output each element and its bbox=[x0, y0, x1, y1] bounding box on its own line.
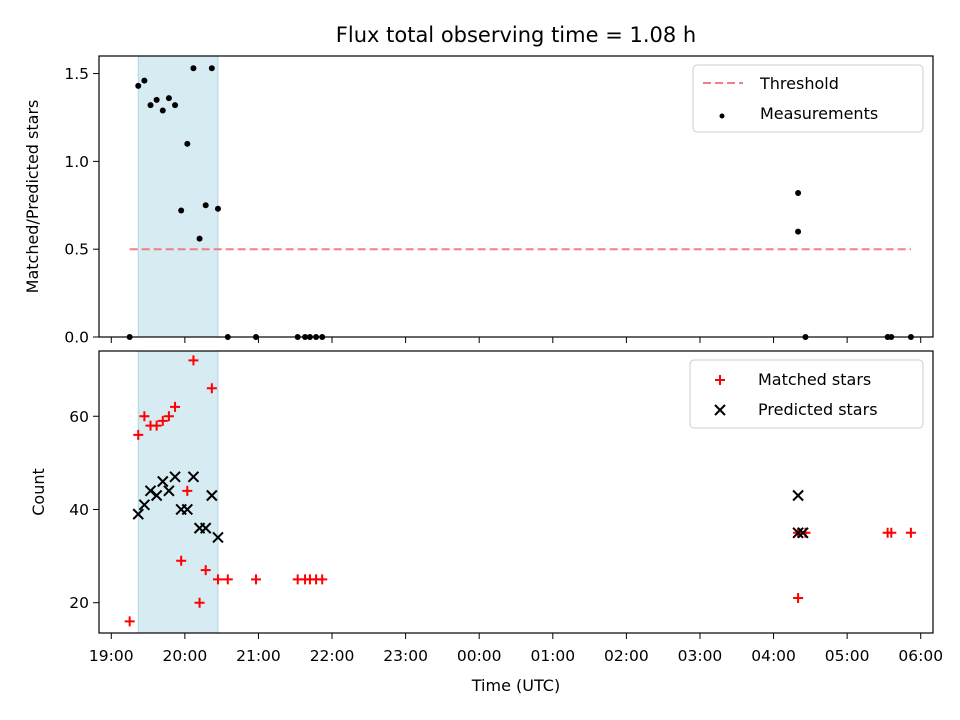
y-tick-label: 0.0 bbox=[64, 329, 89, 347]
matched-star-point bbox=[157, 415, 168, 426]
x-tick-label: 01:00 bbox=[530, 647, 575, 665]
measurement-point bbox=[795, 189, 802, 196]
matched-star-point bbox=[124, 616, 135, 627]
x-tick-label: 02:00 bbox=[604, 647, 649, 665]
ratio-y-ticks: 0.0 0.5 1.0 1.5 bbox=[64, 65, 99, 347]
legend-box bbox=[689, 359, 924, 429]
matched-star-point bbox=[188, 355, 199, 366]
time-x-ticks: 19:00 20:00 21:00 22:00 23:00 00:00 01:00 02:00… bbox=[89, 633, 943, 665]
legend-predicted-label: Predicted stars bbox=[758, 400, 878, 419]
time-x-label: Time (UTC) bbox=[471, 676, 560, 695]
legend-threshold-label: Threshold bbox=[759, 74, 839, 93]
measurement-point bbox=[178, 207, 185, 214]
matched-star-point bbox=[886, 527, 897, 538]
count-y-ticks: 20 40 60 bbox=[69, 408, 99, 612]
predicted-star-point bbox=[212, 531, 224, 544]
measurement-point bbox=[795, 228, 802, 235]
predicted-star-point bbox=[163, 485, 175, 497]
measurement-point bbox=[153, 96, 160, 103]
predicted-star-point bbox=[797, 527, 809, 539]
x-tick-label: 23:00 bbox=[383, 647, 428, 665]
x-tick-label: 19:00 bbox=[89, 647, 134, 665]
matched-star-point bbox=[793, 593, 804, 604]
measurement-points bbox=[126, 65, 914, 340]
matched-star-point bbox=[206, 383, 217, 394]
y-tick-label: 1.0 bbox=[64, 153, 89, 171]
chart-title: Flux total observing time = 1.08 h bbox=[336, 23, 696, 47]
count-axes-frame bbox=[98, 350, 934, 634]
predicted-star-point bbox=[132, 508, 144, 520]
x-tick-label: 03:00 bbox=[678, 647, 723, 665]
predicted-star-point bbox=[187, 471, 200, 483]
predicted-star-point bbox=[714, 404, 726, 416]
measurement-point bbox=[135, 82, 142, 89]
predicted-star-point bbox=[199, 522, 212, 534]
predicted-star-point bbox=[144, 485, 157, 497]
measurement-point bbox=[159, 107, 166, 114]
x-tick-label: 21:00 bbox=[236, 647, 281, 665]
matched-star-point bbox=[170, 401, 181, 412]
count-legend: Matched stars Predicted stars bbox=[689, 359, 924, 429]
matched-star-point bbox=[317, 574, 328, 585]
legend-measurements-swatch bbox=[719, 113, 725, 119]
x-tick-label: 22:00 bbox=[310, 647, 355, 665]
predicted-star-point bbox=[792, 489, 804, 502]
y-tick-label: 0.5 bbox=[64, 241, 89, 259]
x-tick-label: 06:00 bbox=[898, 647, 943, 665]
predicted-star-point bbox=[206, 489, 218, 502]
measurement-point bbox=[172, 102, 179, 109]
matched-star-point bbox=[212, 574, 223, 585]
measurement-point bbox=[147, 102, 154, 109]
legend-matched-label: Matched stars bbox=[758, 370, 871, 389]
matched-star-point bbox=[194, 597, 205, 608]
matched-star-point bbox=[222, 574, 233, 585]
x-tick-label: 20:00 bbox=[163, 647, 208, 665]
measurement-point bbox=[208, 65, 215, 72]
count-y-label: Count bbox=[29, 468, 48, 516]
measurement-point bbox=[196, 235, 203, 242]
measurement-point bbox=[214, 205, 221, 212]
measurement-point bbox=[141, 77, 148, 84]
matched-star-point bbox=[151, 420, 162, 431]
legend-measurements-label: Measurements bbox=[760, 104, 878, 123]
matched-star-point bbox=[139, 411, 150, 422]
y-tick-label: 20 bbox=[69, 594, 89, 612]
y-tick-label: 1.5 bbox=[64, 65, 89, 83]
x-tick-label: 00:00 bbox=[457, 647, 502, 665]
count-panel: 20 40 60 19:00 20:00 21:00 22:00 23:00 00:00 01:… bbox=[29, 350, 943, 695]
predicted-star-point bbox=[150, 489, 163, 502]
matched-star-point bbox=[133, 429, 144, 440]
matched-star-point bbox=[715, 375, 725, 385]
measurement-point bbox=[165, 95, 172, 102]
predicted-star-point bbox=[181, 503, 194, 516]
matched-star-point bbox=[905, 527, 916, 538]
observing-span-top bbox=[137, 55, 219, 338]
predicted-star-point bbox=[157, 475, 169, 488]
measurement-point bbox=[202, 202, 209, 209]
x-tick-label: 05:00 bbox=[825, 647, 870, 665]
matched-star-point bbox=[182, 485, 193, 496]
count-points bbox=[124, 355, 916, 627]
matched-star-point bbox=[163, 411, 174, 422]
ratio-panel: 0.0 0.5 1.0 1.5 Matched/Predicted stars Thr… bbox=[23, 55, 934, 347]
predicted-star-point bbox=[169, 471, 181, 483]
measurement-point bbox=[190, 65, 197, 72]
predicted-star-point bbox=[792, 527, 804, 539]
matched-star-point bbox=[176, 555, 187, 566]
y-tick-label: 60 bbox=[69, 408, 89, 426]
matched-star-point bbox=[250, 574, 261, 585]
measurement-point bbox=[184, 140, 191, 147]
ratio-y-label: Matched/Predicted stars bbox=[23, 100, 42, 294]
predicted-star-point bbox=[138, 499, 151, 511]
x-tick-label: 04:00 bbox=[751, 647, 796, 665]
matched-star-point bbox=[200, 565, 211, 576]
ratio-legend: Threshold Measurements bbox=[692, 64, 924, 133]
ratio-axes-frame bbox=[98, 55, 934, 338]
legend-box bbox=[692, 64, 924, 133]
y-tick-label: 40 bbox=[69, 501, 89, 519]
